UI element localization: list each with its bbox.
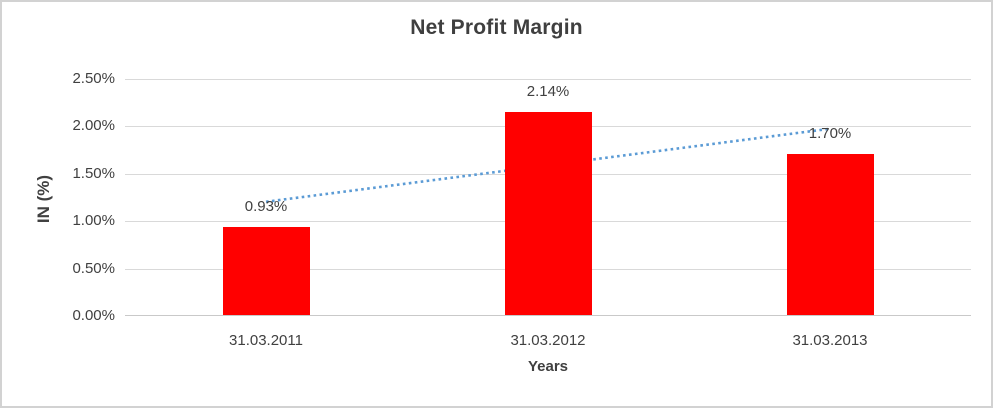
data-label: 1.70%	[808, 124, 852, 142]
plot-area: 0.93% 2.14% 1.70%	[125, 79, 971, 316]
gridline	[125, 79, 971, 80]
x-axis-title: Years	[527, 358, 569, 375]
y-tick-label: 1.50%	[72, 164, 115, 182]
y-tick-label: 0.00%	[72, 307, 115, 324]
y-tick-label: 2.00%	[72, 117, 115, 135]
chart-title: Net Profit Margin	[410, 16, 583, 39]
y-tick-label: 1.00%	[72, 212, 115, 230]
x-tick-label: 31.03.2012	[510, 332, 586, 349]
bar-31.03.2013	[786, 153, 874, 315]
y-tick-label: 0.50%	[72, 259, 115, 277]
y-tick-label: 2.50%	[72, 70, 115, 87]
bar-31.03.2012	[504, 112, 592, 315]
data-label: 2.14%	[526, 83, 570, 101]
x-tick-label: 31.03.2011	[229, 332, 303, 349]
bar-31.03.2011	[222, 226, 310, 315]
x-tick-label: 31.03.2013	[792, 332, 868, 349]
data-label: 0.93%	[244, 197, 288, 215]
